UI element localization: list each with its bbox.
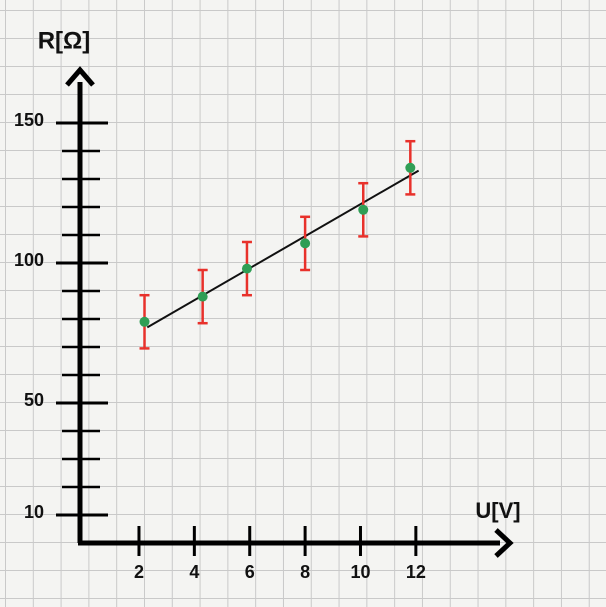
point [358,204,369,215]
x-tick-label: 2 [134,562,144,582]
point [241,263,252,274]
point [405,162,416,173]
y-tick-label: 50 [24,390,44,410]
point [139,316,150,327]
fit-line [146,169,420,329]
y-axis-label: R[Ω] [38,27,91,54]
x-axis-label: U[V] [475,498,520,523]
x-tick-label: 10 [350,562,370,582]
x-tick-label: 8 [300,562,310,582]
y-tick-label: 100 [14,250,44,270]
x-arrow [494,528,514,558]
x-tick-label: 12 [406,562,426,582]
point [197,291,208,302]
x-tick-label: 4 [189,562,199,582]
y-arrow [65,66,95,87]
y-tick-label: 150 [14,110,44,130]
y-tick-label: 10 [24,502,44,522]
x-tick-label: 6 [245,562,255,582]
point [300,238,311,249]
